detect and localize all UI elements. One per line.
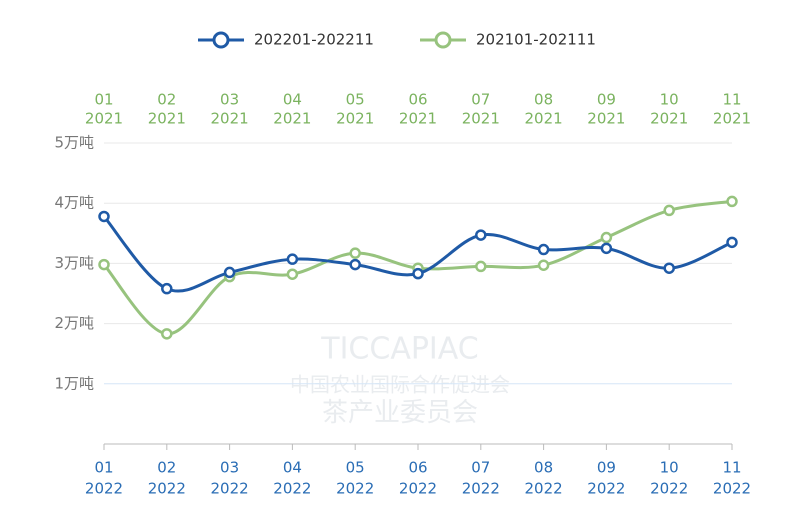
x-tick-label: 2022	[85, 480, 123, 498]
point	[161, 328, 173, 340]
legend-label: 202201-202211	[254, 31, 374, 49]
legend-marker	[434, 31, 452, 49]
x2-tick-label: 03	[220, 91, 239, 109]
watermark: 中国农业国际合作促进会	[290, 373, 510, 397]
x2-tick-label: 2021	[399, 110, 437, 128]
watermark: TICCAPIAC	[320, 332, 478, 367]
x-tick-label: 2022	[273, 480, 311, 498]
point	[349, 247, 361, 259]
x-tick-label: 2022	[650, 480, 688, 498]
x2-tick-label: 07	[471, 91, 490, 109]
point	[286, 253, 299, 265]
x2-tick-label: 2021	[713, 110, 751, 128]
x-tick-label: 2022	[525, 480, 563, 498]
y-tick-label: 2万吨	[54, 314, 94, 332]
point	[161, 282, 173, 295]
point	[223, 266, 236, 279]
x-tick-label: 2022	[462, 480, 500, 498]
y-tick-label: 1万吨	[54, 374, 94, 392]
x-tick-label: 2022	[713, 480, 751, 498]
x2-tick-label: 09	[597, 91, 616, 109]
x-tick-label: 10	[660, 459, 679, 477]
x2-tick-label: 05	[346, 91, 365, 109]
point	[537, 243, 550, 256]
x-tick-label: 03	[220, 459, 239, 477]
legend-label: 202101-202111	[476, 31, 596, 49]
x2-tick-label: 02	[157, 91, 176, 109]
x2-tick-label: 04	[283, 91, 302, 109]
x2-tick-label: 2021	[85, 110, 123, 128]
point	[349, 258, 361, 271]
point	[98, 258, 110, 271]
x2-tick-label: 2021	[273, 110, 311, 128]
x2-tick-label: 2021	[211, 110, 249, 128]
x-tick-label: 2022	[211, 480, 249, 498]
x-tick-label: 04	[283, 459, 302, 477]
series-line	[102, 199, 733, 336]
point	[475, 229, 487, 241]
x2-tick-label: 2021	[336, 110, 374, 128]
x2-tick-label: 11	[722, 91, 741, 109]
x-tick-label: 09	[597, 459, 616, 477]
legend-marker	[212, 31, 230, 49]
x2-tick-label: 2021	[462, 110, 500, 128]
point	[726, 236, 738, 249]
point	[663, 262, 675, 274]
x-tick-label: 05	[346, 459, 365, 477]
x-tick-label: 08	[534, 459, 553, 477]
y-tick-label: 4万吨	[54, 194, 94, 212]
point	[537, 259, 550, 271]
y-tick-label: 5万吨	[54, 134, 94, 152]
x-tick-label: 2022	[399, 480, 437, 498]
x2-tick-label: 06	[408, 91, 427, 109]
y-tick-label: 3万吨	[54, 254, 94, 272]
series-line	[102, 215, 733, 293]
x-tick-label: 11	[722, 459, 741, 477]
x-tick-label: 07	[471, 459, 490, 477]
point	[726, 195, 738, 208]
x2-tick-label: 2021	[148, 110, 186, 128]
x-tick-label: 2022	[587, 480, 625, 498]
point	[663, 204, 675, 217]
x-tick-label: 01	[94, 459, 113, 477]
x-tick-label: 02	[157, 459, 176, 477]
watermark: 茶产业委员会	[322, 398, 478, 428]
x2-tick-label: 2021	[525, 110, 563, 128]
x2-tick-label: 08	[534, 91, 553, 109]
x2-tick-label: 10	[660, 91, 679, 109]
x2-tick-label: 01	[94, 91, 113, 109]
x2-tick-label: 2021	[587, 110, 625, 128]
point	[412, 267, 424, 280]
point	[475, 260, 487, 273]
point	[600, 242, 613, 255]
point	[600, 231, 613, 244]
point	[286, 268, 299, 280]
x-tick-label: 2022	[336, 480, 374, 498]
x-tick-label: 2022	[148, 480, 186, 498]
x2-tick-label: 2021	[650, 110, 688, 128]
point	[98, 210, 110, 223]
x-tick-label: 06	[408, 459, 427, 477]
